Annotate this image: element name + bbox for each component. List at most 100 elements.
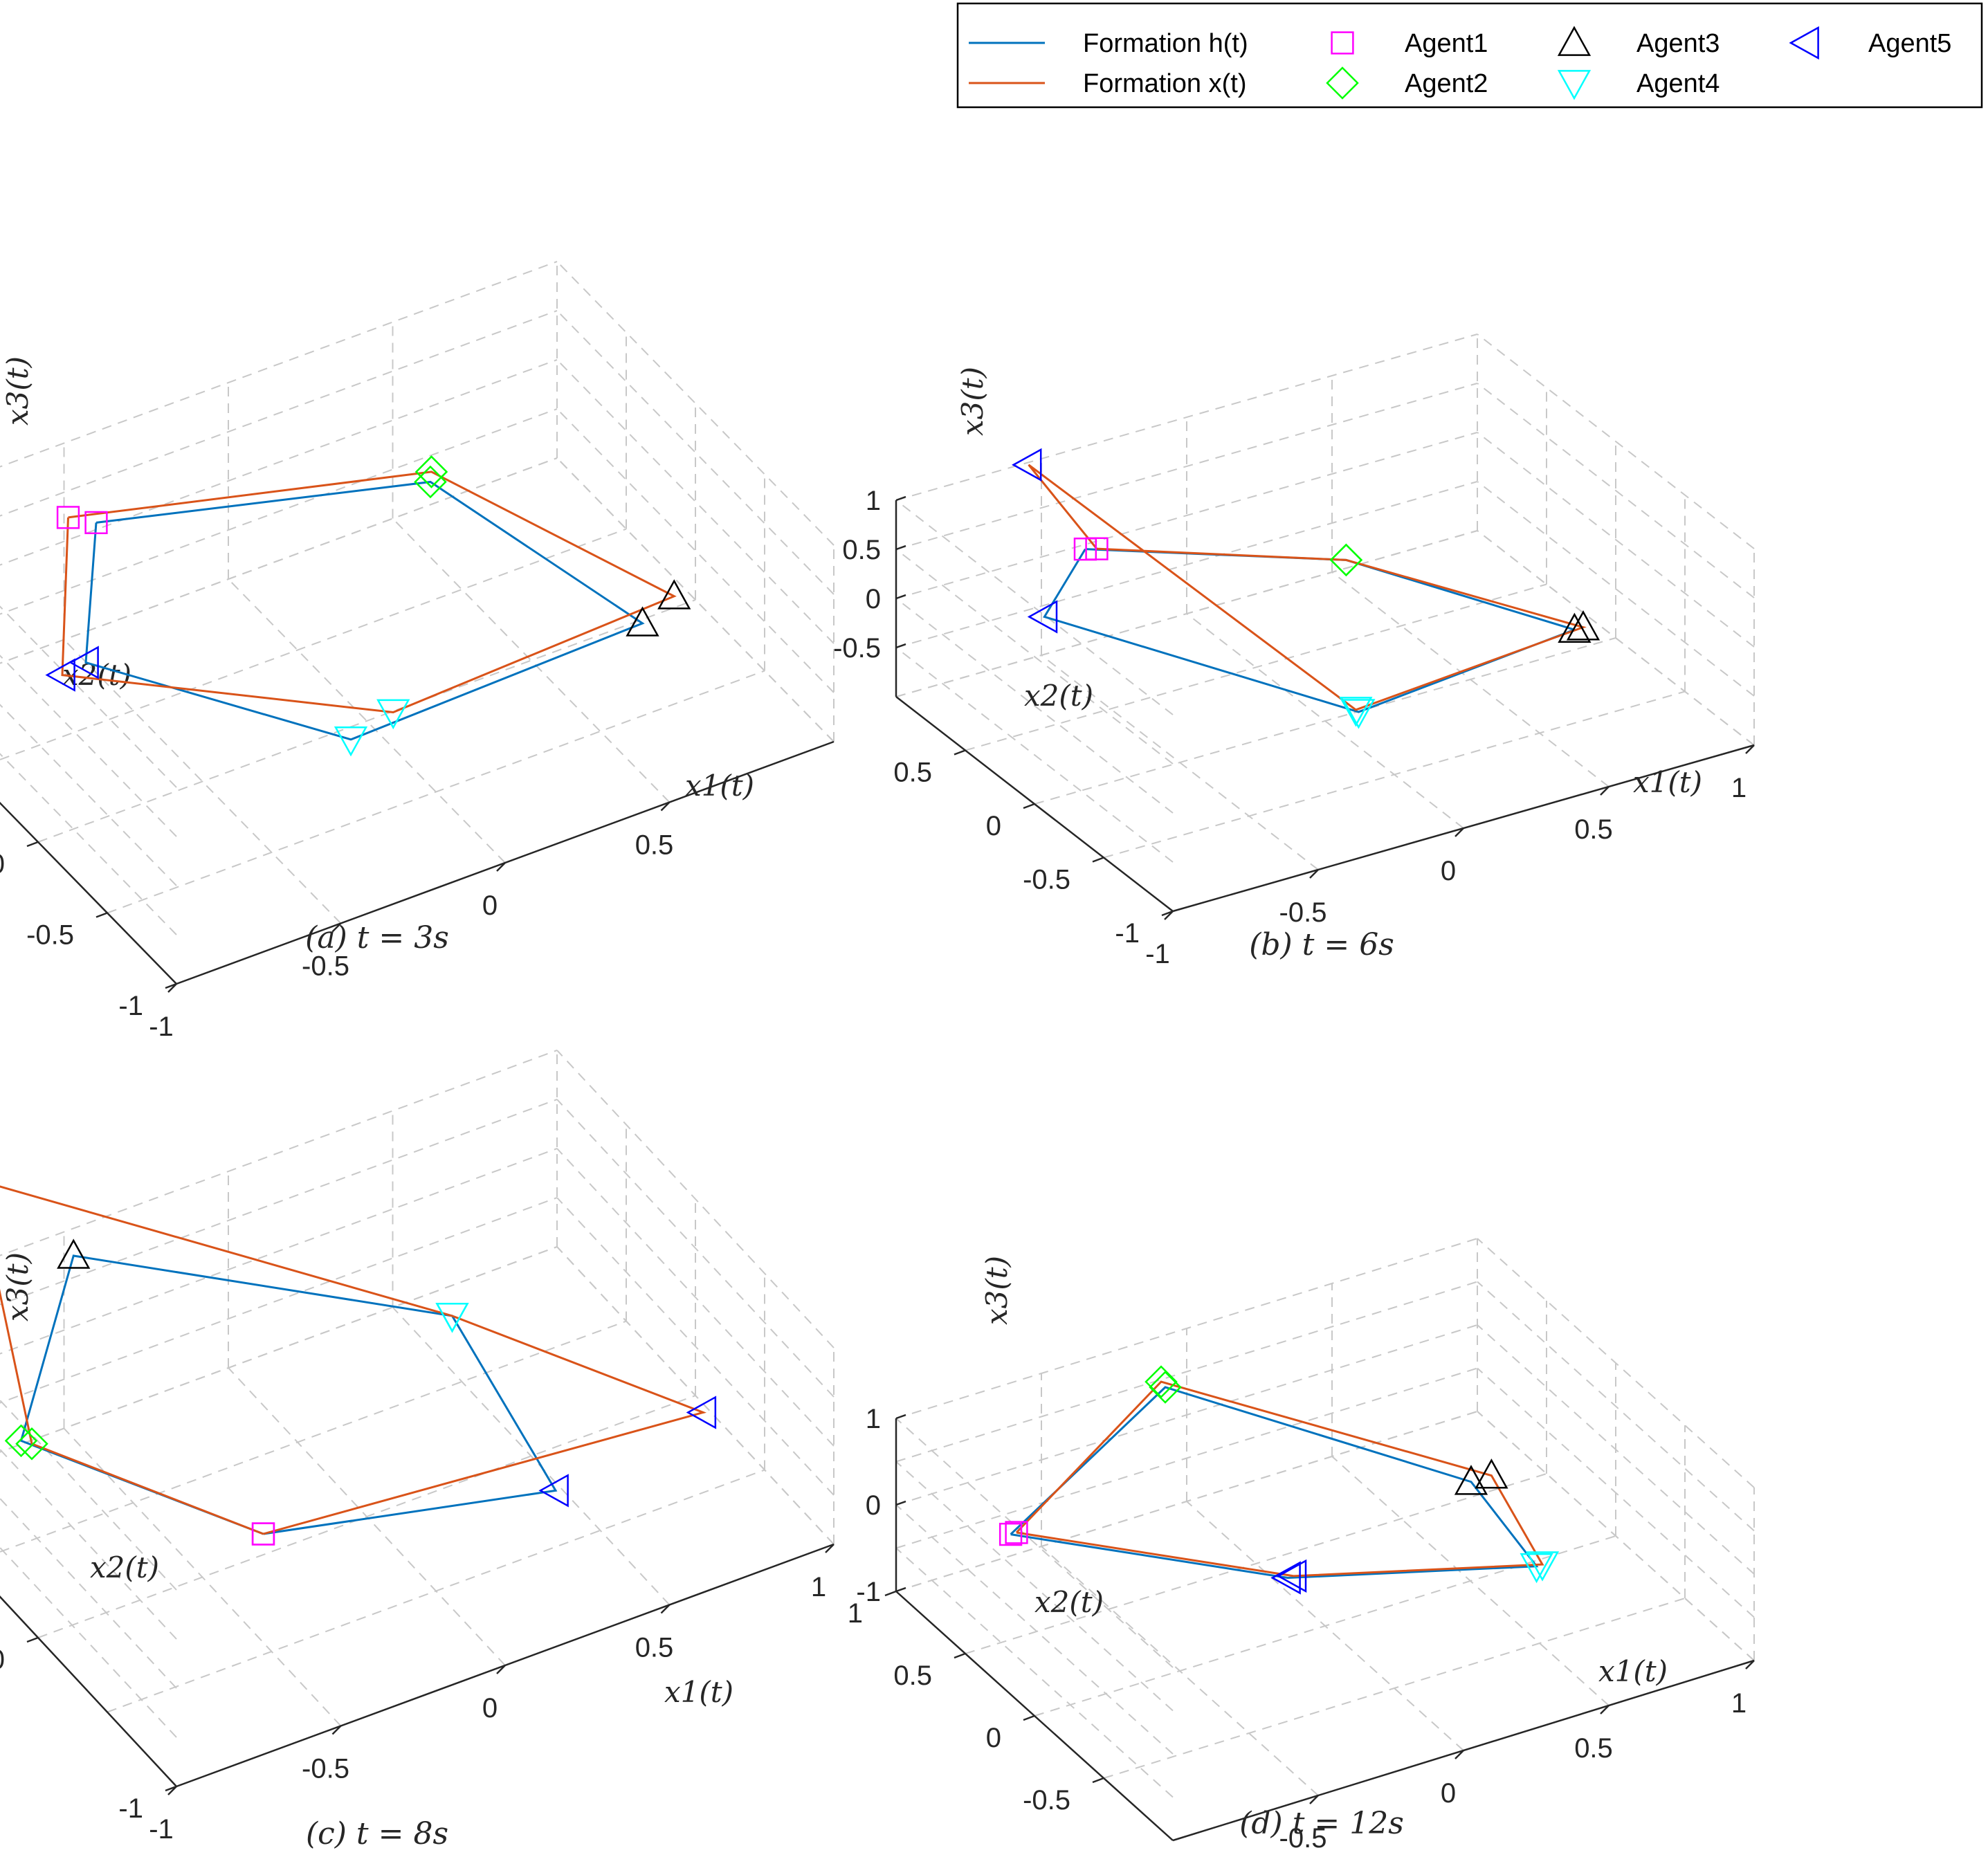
z-tick-label: -0.5 <box>833 633 881 664</box>
marker-agent4-formation-x-t <box>435 1303 469 1333</box>
marker-agent1-formation-x-t <box>251 1522 275 1546</box>
grid-sidewall-z <box>556 1197 835 1496</box>
z-tick-label: 0 <box>866 584 881 614</box>
x-tick <box>1745 1660 1755 1670</box>
grid-leftwall-z <box>0 704 177 886</box>
grid-backwall-z <box>0 408 558 615</box>
x-tick <box>331 1725 342 1735</box>
grid-sidewall-z <box>556 1050 835 1348</box>
series-formation-x-t <box>1028 464 1587 711</box>
grid <box>895 333 1755 912</box>
panel-caption: (a) t = 3s <box>305 920 449 955</box>
grid-leftwall-z <box>0 1546 177 1738</box>
marker-agent3-formation-h-t <box>1454 1465 1488 1495</box>
z-axis-label: x3(t) <box>1 356 35 426</box>
grid-backwall-z <box>0 359 558 566</box>
y-tick-label: 0 <box>986 1723 1001 1753</box>
series-formation-x-t <box>61 470 677 714</box>
marker-agent1-formation-h-t <box>84 511 108 535</box>
x-tick-label: 0.5 <box>635 1633 674 1663</box>
panel-d: -0.500.51-0.500.51-101x1(t)x2(t)x3(t)(d)… <box>848 1238 1755 1854</box>
grid-leftwall-z <box>0 605 177 788</box>
z-tick <box>895 495 906 502</box>
marker-agent3-formation-h-t <box>1558 612 1592 643</box>
marker-agent4-formation-h-t <box>1520 1553 1553 1584</box>
axes <box>895 1418 1755 1842</box>
y-tick-label: 1 <box>848 1598 863 1629</box>
grid-sidewall-z <box>556 310 835 595</box>
grid-backwall-z <box>895 432 1478 599</box>
grid-backwall-z <box>0 1246 558 1453</box>
panel-a: -1-0.500.5-1-0.500.5-0.500.51x1(t)x2(t)x… <box>0 261 835 1042</box>
legend-formation-h-t-label: Formation h(t) <box>1083 29 1248 58</box>
x-tick <box>1309 869 1319 879</box>
z-tick <box>895 1500 906 1506</box>
z-axis-label: x3(t) <box>956 367 990 436</box>
x-tick <box>1309 1795 1319 1804</box>
marker-agent2-formation-x-t <box>414 455 448 488</box>
panel-caption: (b) t = 6s <box>1249 927 1394 962</box>
marker-agent3-formation-h-t <box>57 1238 91 1269</box>
legend-agent3-marker <box>1557 26 1592 56</box>
x-tick <box>496 862 506 872</box>
grid-floor-y <box>1103 1598 1686 1779</box>
grid-leftwall-z <box>895 647 1174 863</box>
y-tick-label: 0.5 <box>893 758 932 788</box>
grid-leftwall-z <box>895 1461 1174 1712</box>
grid-floor-x <box>392 518 671 803</box>
x-tick-label: -1 <box>149 1814 174 1845</box>
grid-floor-y <box>37 1395 696 1638</box>
x-axis-label: x1(t) <box>664 1675 733 1709</box>
grid-backwall-z <box>895 333 1478 501</box>
grid-sidewall-z <box>556 1148 835 1447</box>
y-tick <box>954 749 966 756</box>
legend-agent2-marker <box>1326 66 1359 100</box>
legend-agent4-marker <box>1557 70 1592 100</box>
x-axis-label: x1(t) <box>685 769 754 803</box>
grid-floor-x <box>0 1595 177 1787</box>
x-tick-label: 0 <box>482 890 498 921</box>
panel-caption: (c) t = 8s <box>306 1816 448 1851</box>
y-axis-label: x2(t) <box>90 1551 159 1584</box>
series-formation-h-t <box>84 480 645 741</box>
x-tick-label: 0.5 <box>1574 1733 1613 1764</box>
grid-backwall-z <box>895 1324 1478 1506</box>
z-tick-label: -1 <box>856 1577 881 1607</box>
z-tick-label: 1 <box>866 1404 881 1434</box>
z-tick <box>895 643 906 649</box>
marker-agent1-formation-x-t <box>1005 1521 1028 1544</box>
grid-sidewall-z <box>1477 333 1755 549</box>
marker-agent5-formation-h-t <box>538 1474 569 1508</box>
axes <box>0 740 835 985</box>
panel-b: -1 -0.5 0 0.5 1 -1 -0.5 0 0.5 -0.5 0 0.5 1 x1(t) x2(t)… <box>833 333 1755 969</box>
grid-backwall-z <box>895 1367 1478 1549</box>
grid-floor-y <box>37 599 696 843</box>
grid-floor-y <box>965 1473 1547 1654</box>
y-tick <box>1092 1777 1104 1784</box>
grid-sidewall-z <box>556 261 835 546</box>
legend: Formation h(t) Formation x(t) Agent1 Agent2… <box>956 2 1983 109</box>
series-formation-x-t <box>0 1185 707 1535</box>
y-tick-label: -1 <box>1115 918 1140 949</box>
panel-c: -1-0.500.51-101-0.500.51x1(t)x2(t)x3(t)(… <box>0 1050 835 1851</box>
z-tick <box>895 1586 906 1593</box>
series-formation-h-t <box>1010 1386 1539 1580</box>
marker-agent1-formation-x-t <box>1085 537 1109 560</box>
y-axis-label: x2(t) <box>1034 1585 1104 1619</box>
z-axis-label: x3(t) <box>1 1252 35 1321</box>
grid-backwall-z <box>0 1148 558 1355</box>
marker-agent2-formation-h-t <box>4 1424 38 1458</box>
x-axis-label: x1(t) <box>1633 765 1702 799</box>
series-formation-h-t <box>1043 548 1578 713</box>
x-tick-label: 0 <box>482 1693 498 1723</box>
grid <box>895 1238 1755 1841</box>
x-tick <box>1600 786 1609 796</box>
grid-floor-y <box>0 528 627 760</box>
x-tick-label: 1 <box>1731 773 1747 803</box>
x-tick-label: -0.5 <box>1279 1823 1327 1854</box>
grid-floor-x <box>1331 571 1609 787</box>
x-tick <box>496 1665 506 1674</box>
grid-leftwall-z <box>0 1595 177 1787</box>
marker-agent5-formation-x-t <box>45 658 75 692</box>
x-tick <box>1600 1705 1609 1714</box>
